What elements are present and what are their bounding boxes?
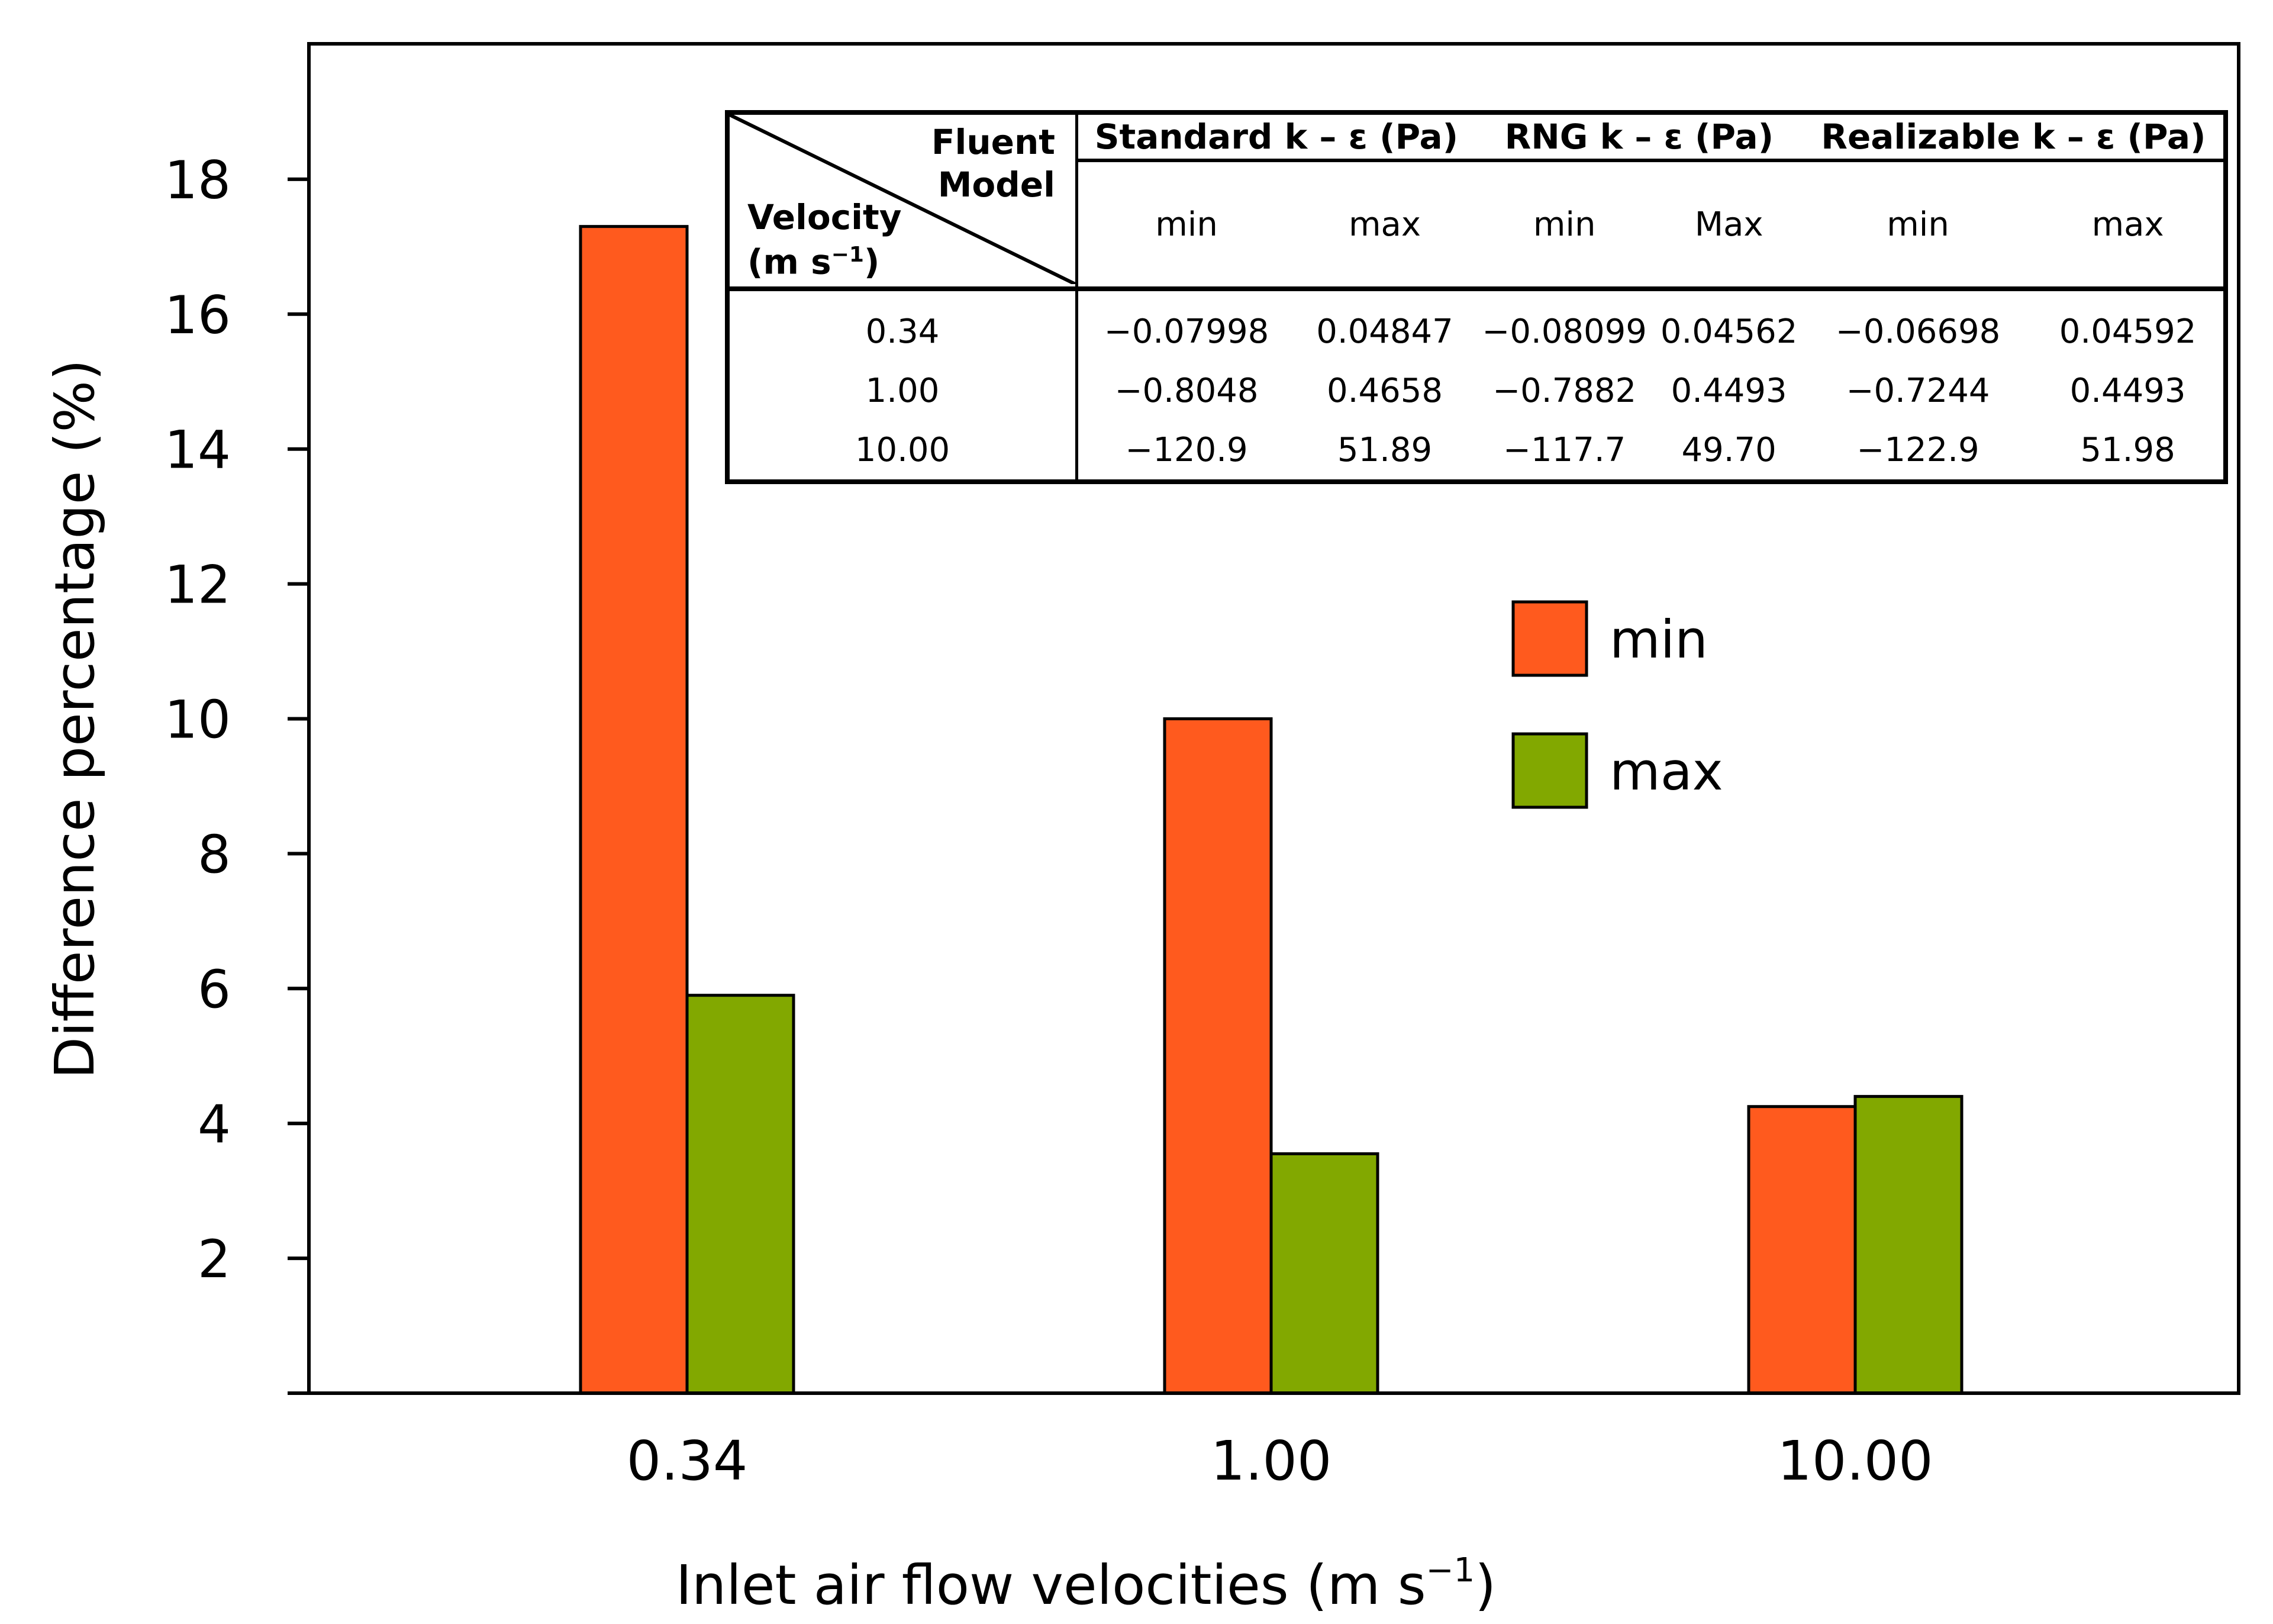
- value-cell: −0.8048: [1114, 371, 1259, 410]
- corner-diagonal: [730, 115, 1075, 284]
- group-header-rng: RNG k – ε (Pa): [1474, 112, 1804, 162]
- corner-velocity-label: Velocity (m s−1): [747, 196, 902, 282]
- y-axis: 2 4 6 8 10 12 14 16 18: [165, 150, 309, 1290]
- x-tick-label: 0.34: [627, 1429, 748, 1493]
- legend-swatch-max: [1511, 732, 1588, 809]
- bar-max-10.00: [1853, 1095, 1964, 1395]
- y-tick-label: 4: [198, 1094, 231, 1155]
- value-cell: −0.08099: [1482, 312, 1647, 351]
- table-row: 1.00 −0.8048 0.4658 −0.7882 0.4493 −0.72…: [727, 361, 2226, 420]
- subheader: max: [1295, 160, 1475, 291]
- value-cell: −0.7244: [1846, 371, 1990, 410]
- table-row: 0.34 −0.07998 0.04847 −0.08099 0.04562 −…: [727, 289, 2226, 361]
- y-tick-label: 16: [165, 285, 231, 346]
- velocity-cell: 1.00: [727, 361, 1078, 420]
- x-tick-label: 10.00: [1777, 1429, 1933, 1493]
- value-cell: −0.7882: [1492, 371, 1637, 410]
- x-tick-label: 1.00: [1211, 1429, 1332, 1493]
- value-cell: 0.4658: [1327, 371, 1443, 410]
- value-cell: 0.4493: [2069, 371, 2186, 410]
- corner-model-label: Fluent Model: [931, 122, 1055, 205]
- legend-swatch-min: [1511, 600, 1588, 677]
- value-cell: −120.9: [1125, 430, 1248, 469]
- value-cell: 51.89: [1337, 430, 1433, 469]
- subheader: min: [1076, 160, 1295, 291]
- inset-table: Fluent Model Velocity (m s−1) Standard k…: [725, 110, 2228, 484]
- x-axis: 0.34 1.00 10.00: [288, 1391, 2239, 1493]
- bar-series: [579, 225, 1964, 1395]
- value-cell: −0.07998: [1104, 312, 1269, 351]
- y-tick-label: 12: [165, 555, 231, 616]
- bar-max-1.00: [1269, 1152, 1379, 1395]
- value-cell: 0.04847: [1316, 312, 1453, 351]
- bar-min-1.00: [1163, 717, 1273, 1395]
- group-header-realizable: Realizable k – ε (Pa): [1803, 112, 2226, 162]
- value-cell: −117.7: [1503, 430, 1626, 469]
- bar-min-10.00: [1747, 1105, 1857, 1395]
- velocity-cell: 10.00: [727, 420, 1078, 482]
- value-cell: 0.04562: [1660, 312, 1798, 351]
- y-axis-title: Difference percentage (%): [43, 359, 107, 1079]
- subheader: Max: [1654, 160, 1804, 291]
- value-cell: −122.9: [1856, 430, 1979, 469]
- subheader: min: [1474, 160, 1655, 291]
- value-cell: −0.06698: [1835, 312, 2001, 351]
- legend: min max: [1511, 600, 1723, 809]
- table-row: 10.00 −120.9 51.89 −117.7 49.70 −122.9 5…: [727, 420, 2226, 482]
- y-tick-label: 14: [165, 420, 231, 481]
- y-tick-label: 2: [198, 1229, 231, 1290]
- group-header-standard: Standard k – ε (Pa): [1076, 112, 1475, 162]
- x-axis-title: Inlet air flow velocities (m s−1): [676, 1551, 1496, 1617]
- subheader: max: [2032, 160, 2226, 291]
- y-tick-label: 8: [198, 824, 231, 885]
- table-corner-cell: Fluent Model Velocity (m s−1): [727, 112, 1078, 291]
- value-cell: 51.98: [2080, 430, 2175, 469]
- bar-max-0.34: [685, 994, 795, 1395]
- y-tick-label: 10: [165, 689, 231, 750]
- velocity-cell: 0.34: [727, 289, 1078, 361]
- y-tick-label: 6: [198, 959, 231, 1020]
- value-cell: 49.70: [1681, 430, 1777, 469]
- value-cell: 0.4493: [1671, 371, 1787, 410]
- value-cell: 0.04592: [2059, 312, 2197, 351]
- y-tick-label: 18: [165, 150, 231, 211]
- legend-label-min: min: [1610, 609, 1708, 670]
- subheader: min: [1803, 160, 2033, 291]
- legend-label-max: max: [1610, 741, 1723, 802]
- bar-min-0.34: [579, 225, 689, 1395]
